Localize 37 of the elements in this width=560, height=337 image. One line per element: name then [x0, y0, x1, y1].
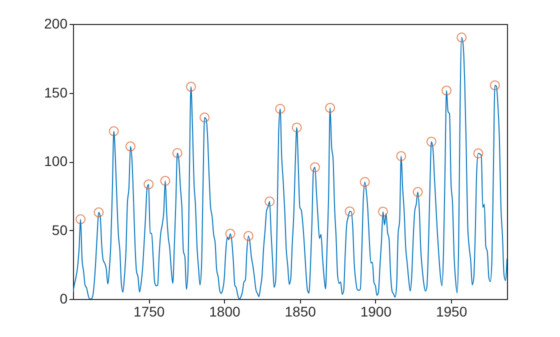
point	[490, 80, 500, 90]
point	[200, 112, 210, 122]
point	[456, 32, 467, 42]
point	[344, 206, 355, 216]
x-tick-label: 1850	[284, 304, 316, 320]
point	[360, 177, 370, 187]
x-tick-label: 1750	[134, 304, 165, 320]
point	[160, 176, 170, 186]
point	[94, 207, 104, 218]
point	[125, 141, 136, 152]
point	[76, 214, 86, 224]
line-series	[73, 36, 507, 299]
point	[172, 148, 182, 158]
x-tick-label: 1800	[209, 304, 240, 320]
point	[442, 86, 452, 96]
y-tick-label: 100	[44, 153, 68, 169]
y-tick-label: 0	[60, 290, 68, 306]
point	[243, 231, 254, 241]
point	[325, 102, 336, 113]
y-tick-label: 50	[52, 222, 68, 238]
point	[378, 206, 388, 217]
point	[186, 82, 196, 92]
point	[108, 126, 119, 136]
y-tick-label: 150	[44, 84, 68, 100]
x-tick-label: 1950	[436, 304, 468, 320]
point	[264, 196, 275, 206]
x-tick-label: 1900	[360, 304, 392, 320]
point	[225, 228, 236, 239]
point	[426, 136, 436, 147]
point	[144, 179, 154, 190]
point	[412, 187, 423, 197]
point	[275, 104, 286, 114]
y-tick-label: 200	[44, 16, 68, 32]
point	[473, 148, 484, 158]
point	[310, 162, 320, 172]
point	[396, 151, 406, 162]
point	[292, 122, 302, 132]
